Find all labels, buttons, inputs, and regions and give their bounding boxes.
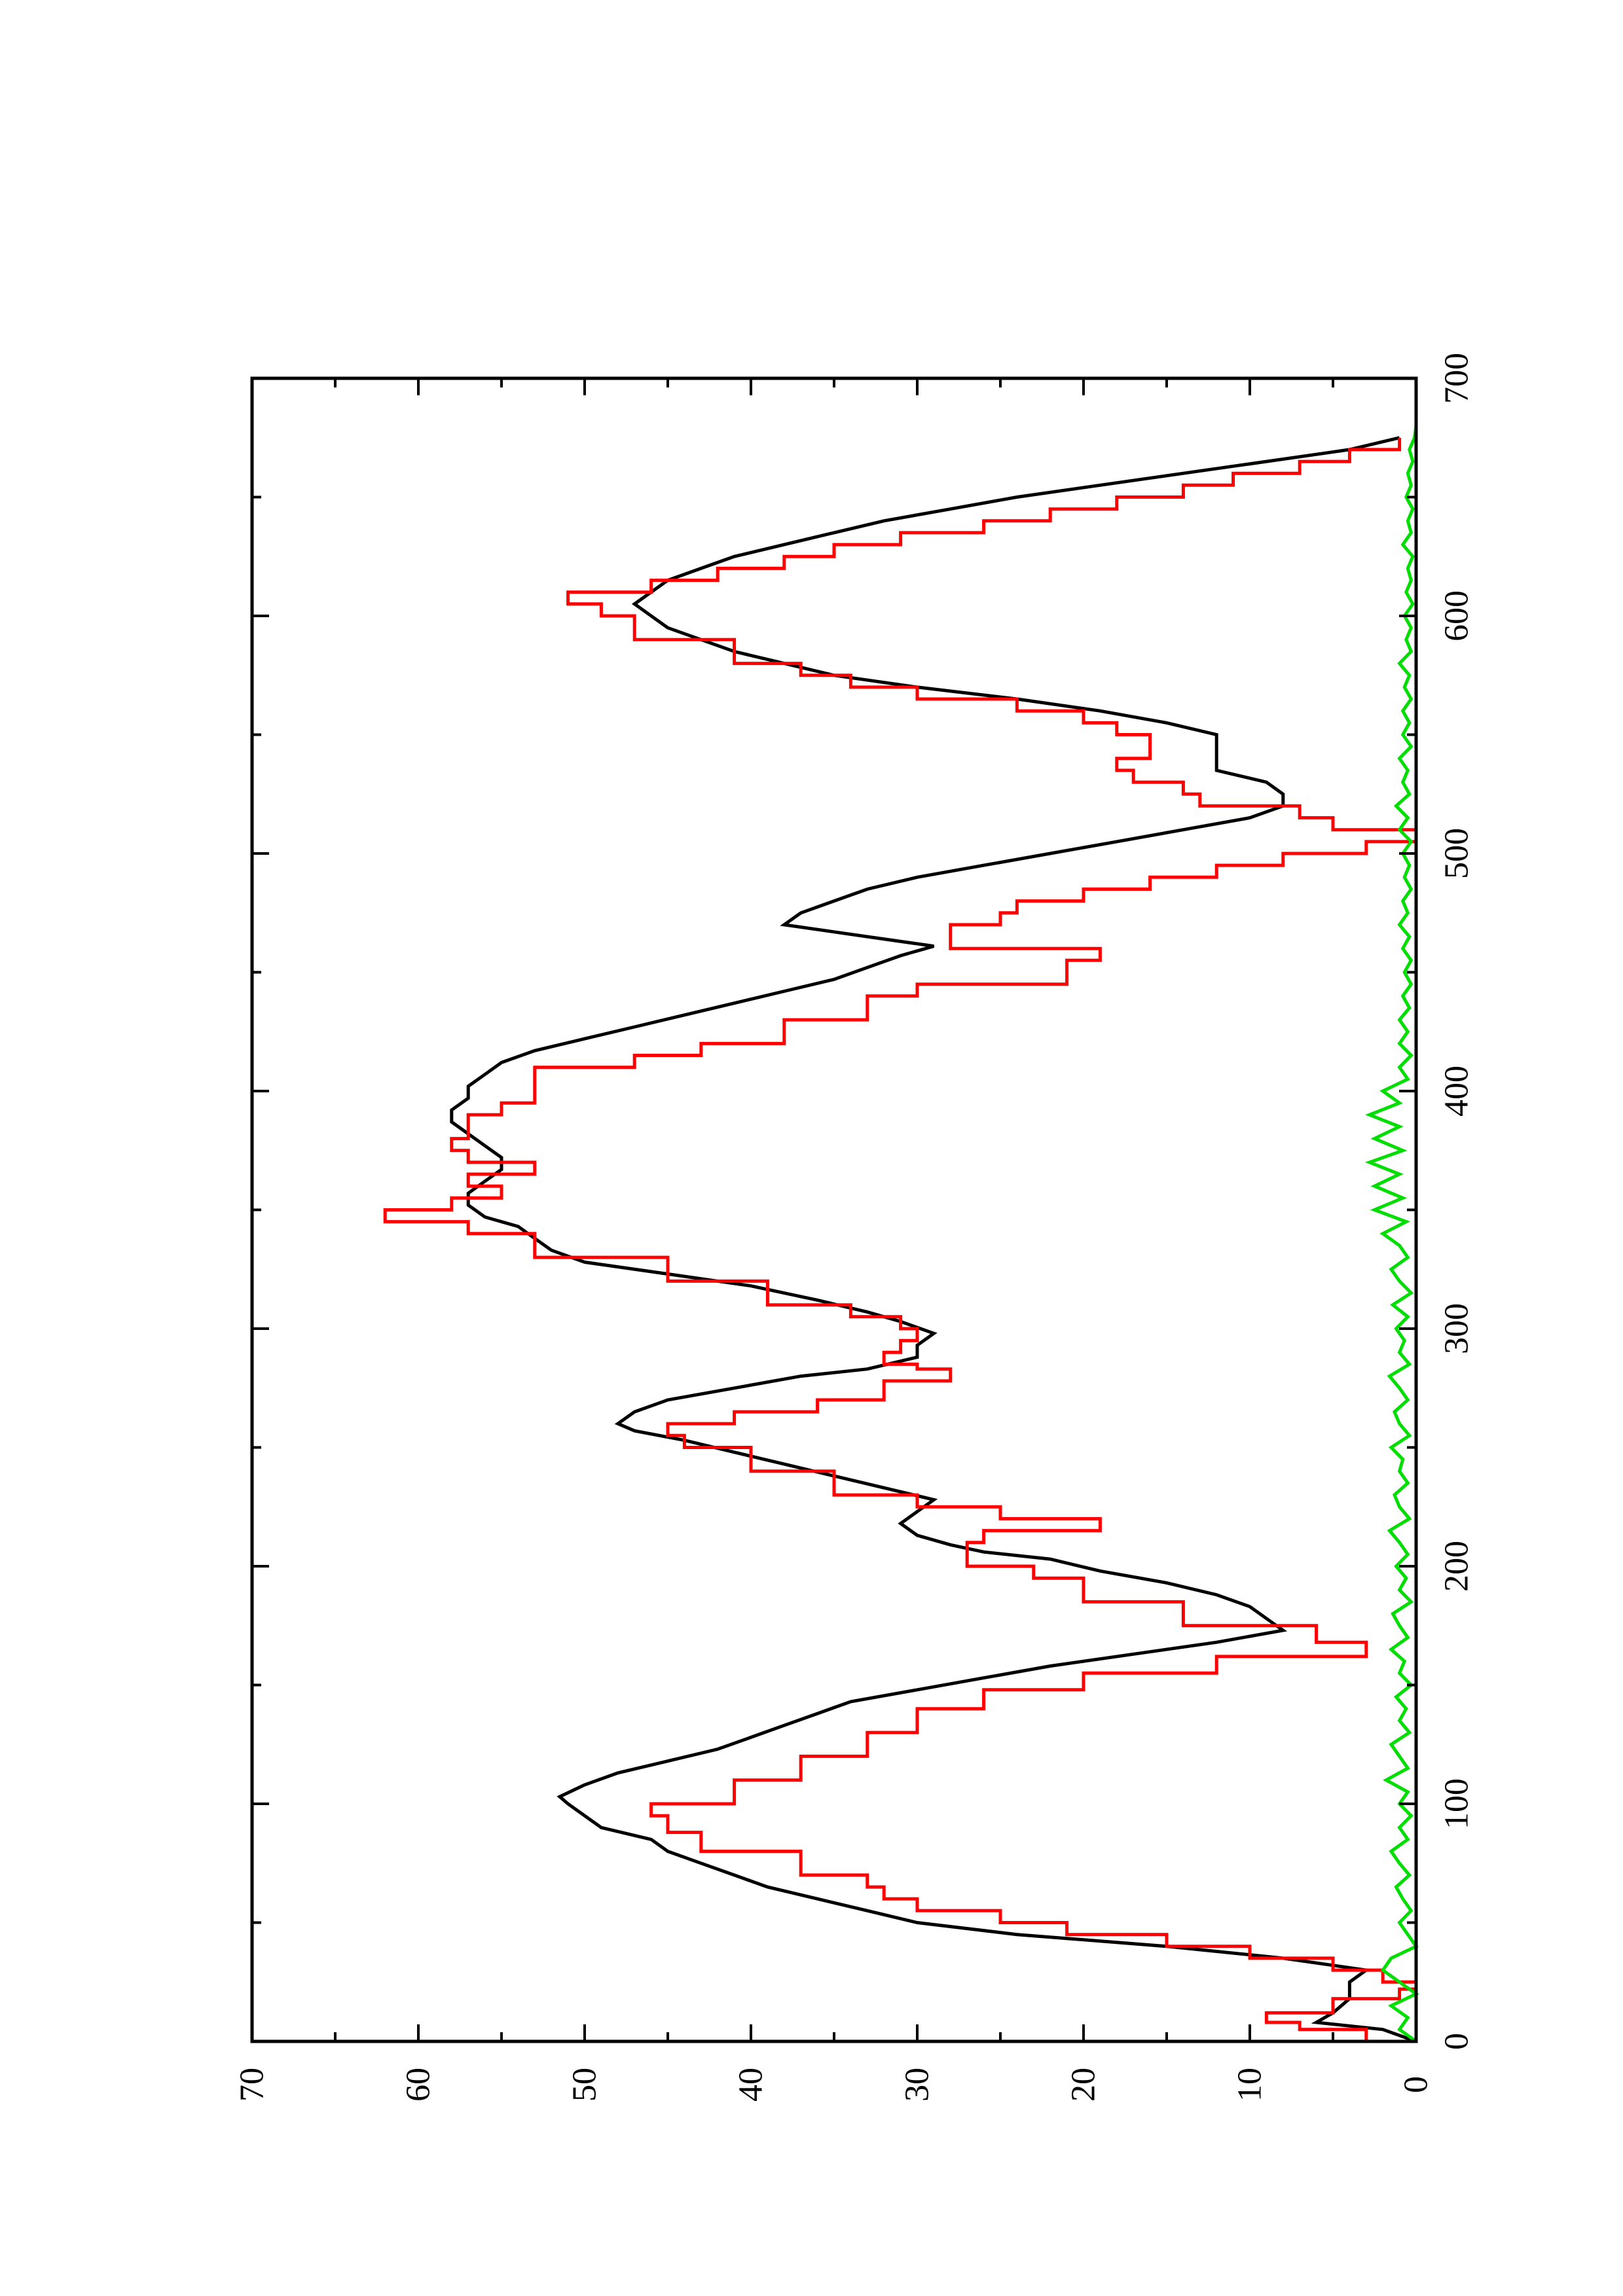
- y-tick-label: 0: [1398, 2076, 1435, 2093]
- x-tick-label: 400: [1438, 1066, 1476, 1117]
- y-tick-label: 70: [234, 2068, 271, 2102]
- x-tick-label: 500: [1438, 828, 1476, 879]
- axes: 0 100 200 300 400 500 600 700 0 10 20 30 40 50 60 70: [234, 353, 1476, 2102]
- series-line-1: [450, 436, 1417, 2043]
- x-tick-label: 600: [1438, 590, 1476, 641]
- y-tick-label: 50: [566, 2068, 604, 2102]
- series-line-3: [1364, 425, 1419, 2043]
- x-tick-label: 100: [1438, 1778, 1476, 1829]
- plot-area: [383, 425, 1419, 2043]
- y-tick-label: 40: [733, 2068, 770, 2102]
- y-tick-label: 30: [899, 2068, 936, 2102]
- x-tick-label: 300: [1438, 1303, 1476, 1354]
- y-tick-label: 20: [1065, 2068, 1103, 2102]
- y-tick-label: 10: [1231, 2068, 1269, 2102]
- x-tick-label: 200: [1438, 1541, 1476, 1592]
- series-line-2: [383, 437, 1418, 2043]
- x-tick-label: 0: [1438, 2033, 1476, 2050]
- x-tick-label: 700: [1438, 353, 1476, 404]
- y-tick-label: 60: [400, 2068, 437, 2102]
